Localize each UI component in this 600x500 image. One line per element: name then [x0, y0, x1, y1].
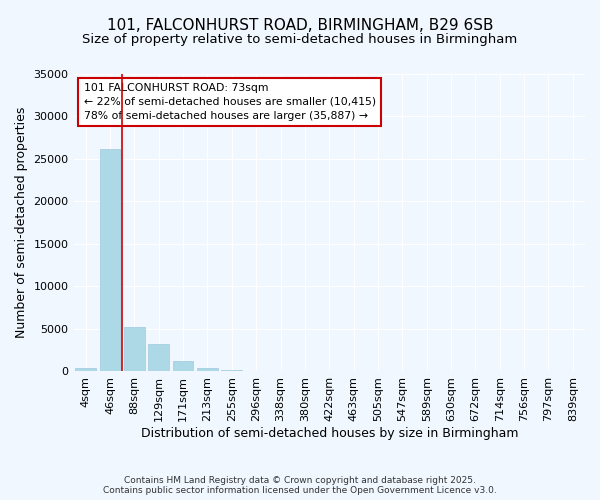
- Bar: [197, 368, 218, 372]
- Bar: [124, 328, 145, 372]
- Text: Size of property relative to semi-detached houses in Birmingham: Size of property relative to semi-detach…: [82, 32, 518, 46]
- X-axis label: Distribution of semi-detached houses by size in Birmingham: Distribution of semi-detached houses by …: [140, 427, 518, 440]
- Y-axis label: Number of semi-detached properties: Number of semi-detached properties: [15, 107, 28, 338]
- Bar: [148, 344, 169, 372]
- Bar: [100, 149, 121, 372]
- Text: Contains HM Land Registry data © Crown copyright and database right 2025.
Contai: Contains HM Land Registry data © Crown c…: [103, 476, 497, 495]
- Bar: [221, 370, 242, 372]
- Text: 101 FALCONHURST ROAD: 73sqm
← 22% of semi-detached houses are smaller (10,415)
7: 101 FALCONHURST ROAD: 73sqm ← 22% of sem…: [84, 83, 376, 121]
- Text: 101, FALCONHURST ROAD, BIRMINGHAM, B29 6SB: 101, FALCONHURST ROAD, BIRMINGHAM, B29 6…: [107, 18, 493, 32]
- Bar: [173, 362, 193, 372]
- Bar: [76, 368, 96, 372]
